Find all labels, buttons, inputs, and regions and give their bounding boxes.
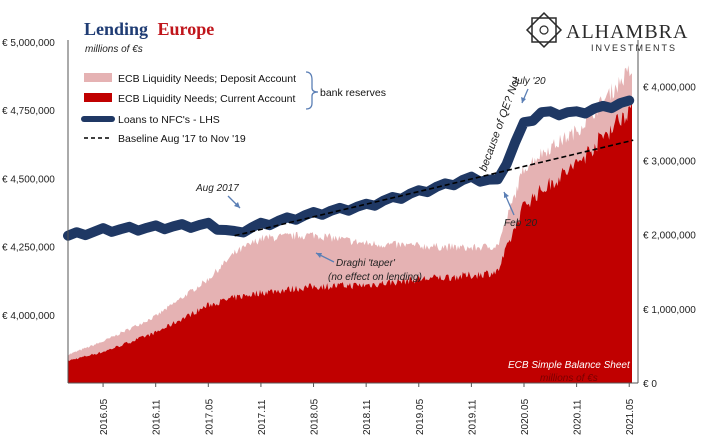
annotation-aug-2017: Aug 2017 (195, 183, 239, 194)
right-tick-label: € 0 (643, 379, 657, 390)
logo-sub: INVESTMENTS (591, 43, 677, 53)
left-axis: € 5,000,000 € 4,750,000 € 4,500,000 € 4,250… (2, 38, 55, 322)
x-tick-label: 2017.05 (204, 398, 215, 435)
x-tick-label: 2016.05 (99, 398, 110, 435)
arrowhead-icon (504, 192, 509, 198)
left-tick-label: € 4,250,000 (2, 243, 55, 254)
right-tick-label: € 3,000,000 (643, 157, 696, 168)
left-tick-label: € 4,500,000 (2, 174, 55, 185)
legend-label-current: ECB Liquidity Needs; Current Account (118, 93, 296, 105)
left-axis-unit: millions of €s (85, 44, 143, 55)
legend-bracket-label: bank reserves (320, 87, 386, 99)
annotation-feb-20: Feb '20 (504, 218, 537, 229)
legend-swatch-deposit (84, 73, 112, 82)
x-tick-label: 2020.11 (573, 399, 584, 435)
legend-label-deposit: ECB Liquidity Needs; Deposit Account (118, 73, 296, 85)
left-tick-label: € 4,750,000 (2, 106, 55, 117)
arrowhead-icon (316, 253, 322, 258)
arrowhead-icon (521, 97, 526, 103)
x-tick-label: 2019.05 (415, 398, 426, 435)
x-tick-label: 2019.11 (467, 399, 478, 435)
current-account-area (68, 98, 632, 383)
title-part-1: Lending (84, 19, 148, 39)
annotation-draghi-taper: Draghi 'taper' (336, 258, 396, 269)
baseline-line (234, 139, 634, 237)
legend-label-baseline: Baseline Aug '17 to Nov '19 (118, 133, 246, 145)
right-axis: € 4,000,000 € 3,000,000 € 2,000,000 € 1,000… (643, 82, 696, 390)
left-tick-label: € 4,000,000 (2, 311, 55, 322)
left-tick-label: € 5,000,000 (2, 38, 55, 49)
x-tick-label: 2016.11 (152, 399, 163, 435)
x-tick-label: 2018.11 (362, 399, 373, 435)
logo-star-icon (525, 11, 563, 49)
plot-area (63, 65, 635, 383)
x-tick-label: 2017.11 (257, 399, 268, 435)
annotation-millions-of-euros: millions of €s (540, 373, 598, 384)
arrowhead-icon (234, 202, 240, 208)
x-tick-label: 2018.05 (310, 398, 321, 435)
legend-bracket (305, 71, 319, 110)
right-tick-label: € 2,000,000 (643, 231, 696, 242)
logo-name: ALHAMBRA (566, 21, 688, 43)
x-tick-label: 2020.05 (520, 398, 531, 435)
right-tick-label: € 1,000,000 (643, 305, 696, 316)
title-part-2: Europe (158, 19, 215, 39)
right-tick-label: € 4,000,000 (643, 82, 696, 93)
annotation-july-20: July '20 (511, 76, 546, 87)
loans-to-nfcs-line (63, 95, 635, 241)
x-tick-label: 2021.05 (625, 398, 636, 435)
annotation-because-of-qe: because of QE? No! (478, 76, 523, 173)
legend-swatch-current (84, 93, 112, 102)
alhambra-logo: ALHAMBRA INVESTMENTS (525, 11, 688, 53)
legend: ECB Liquidity Needs; Deposit Account ECB… (81, 71, 386, 145)
x-axis-ticks: 2016.05 2016.11 2017.05 2017.11 2018.05 2018.… (99, 383, 636, 435)
legend-label-loans: Loans to NFC's - LHS (118, 114, 220, 126)
annotation-ecb-simple-bs: ECB Simple Balance Sheet (508, 360, 631, 371)
annotation-no-effect: (no effect on lending) (328, 272, 422, 283)
chart-title: Lending Europe (84, 19, 214, 39)
